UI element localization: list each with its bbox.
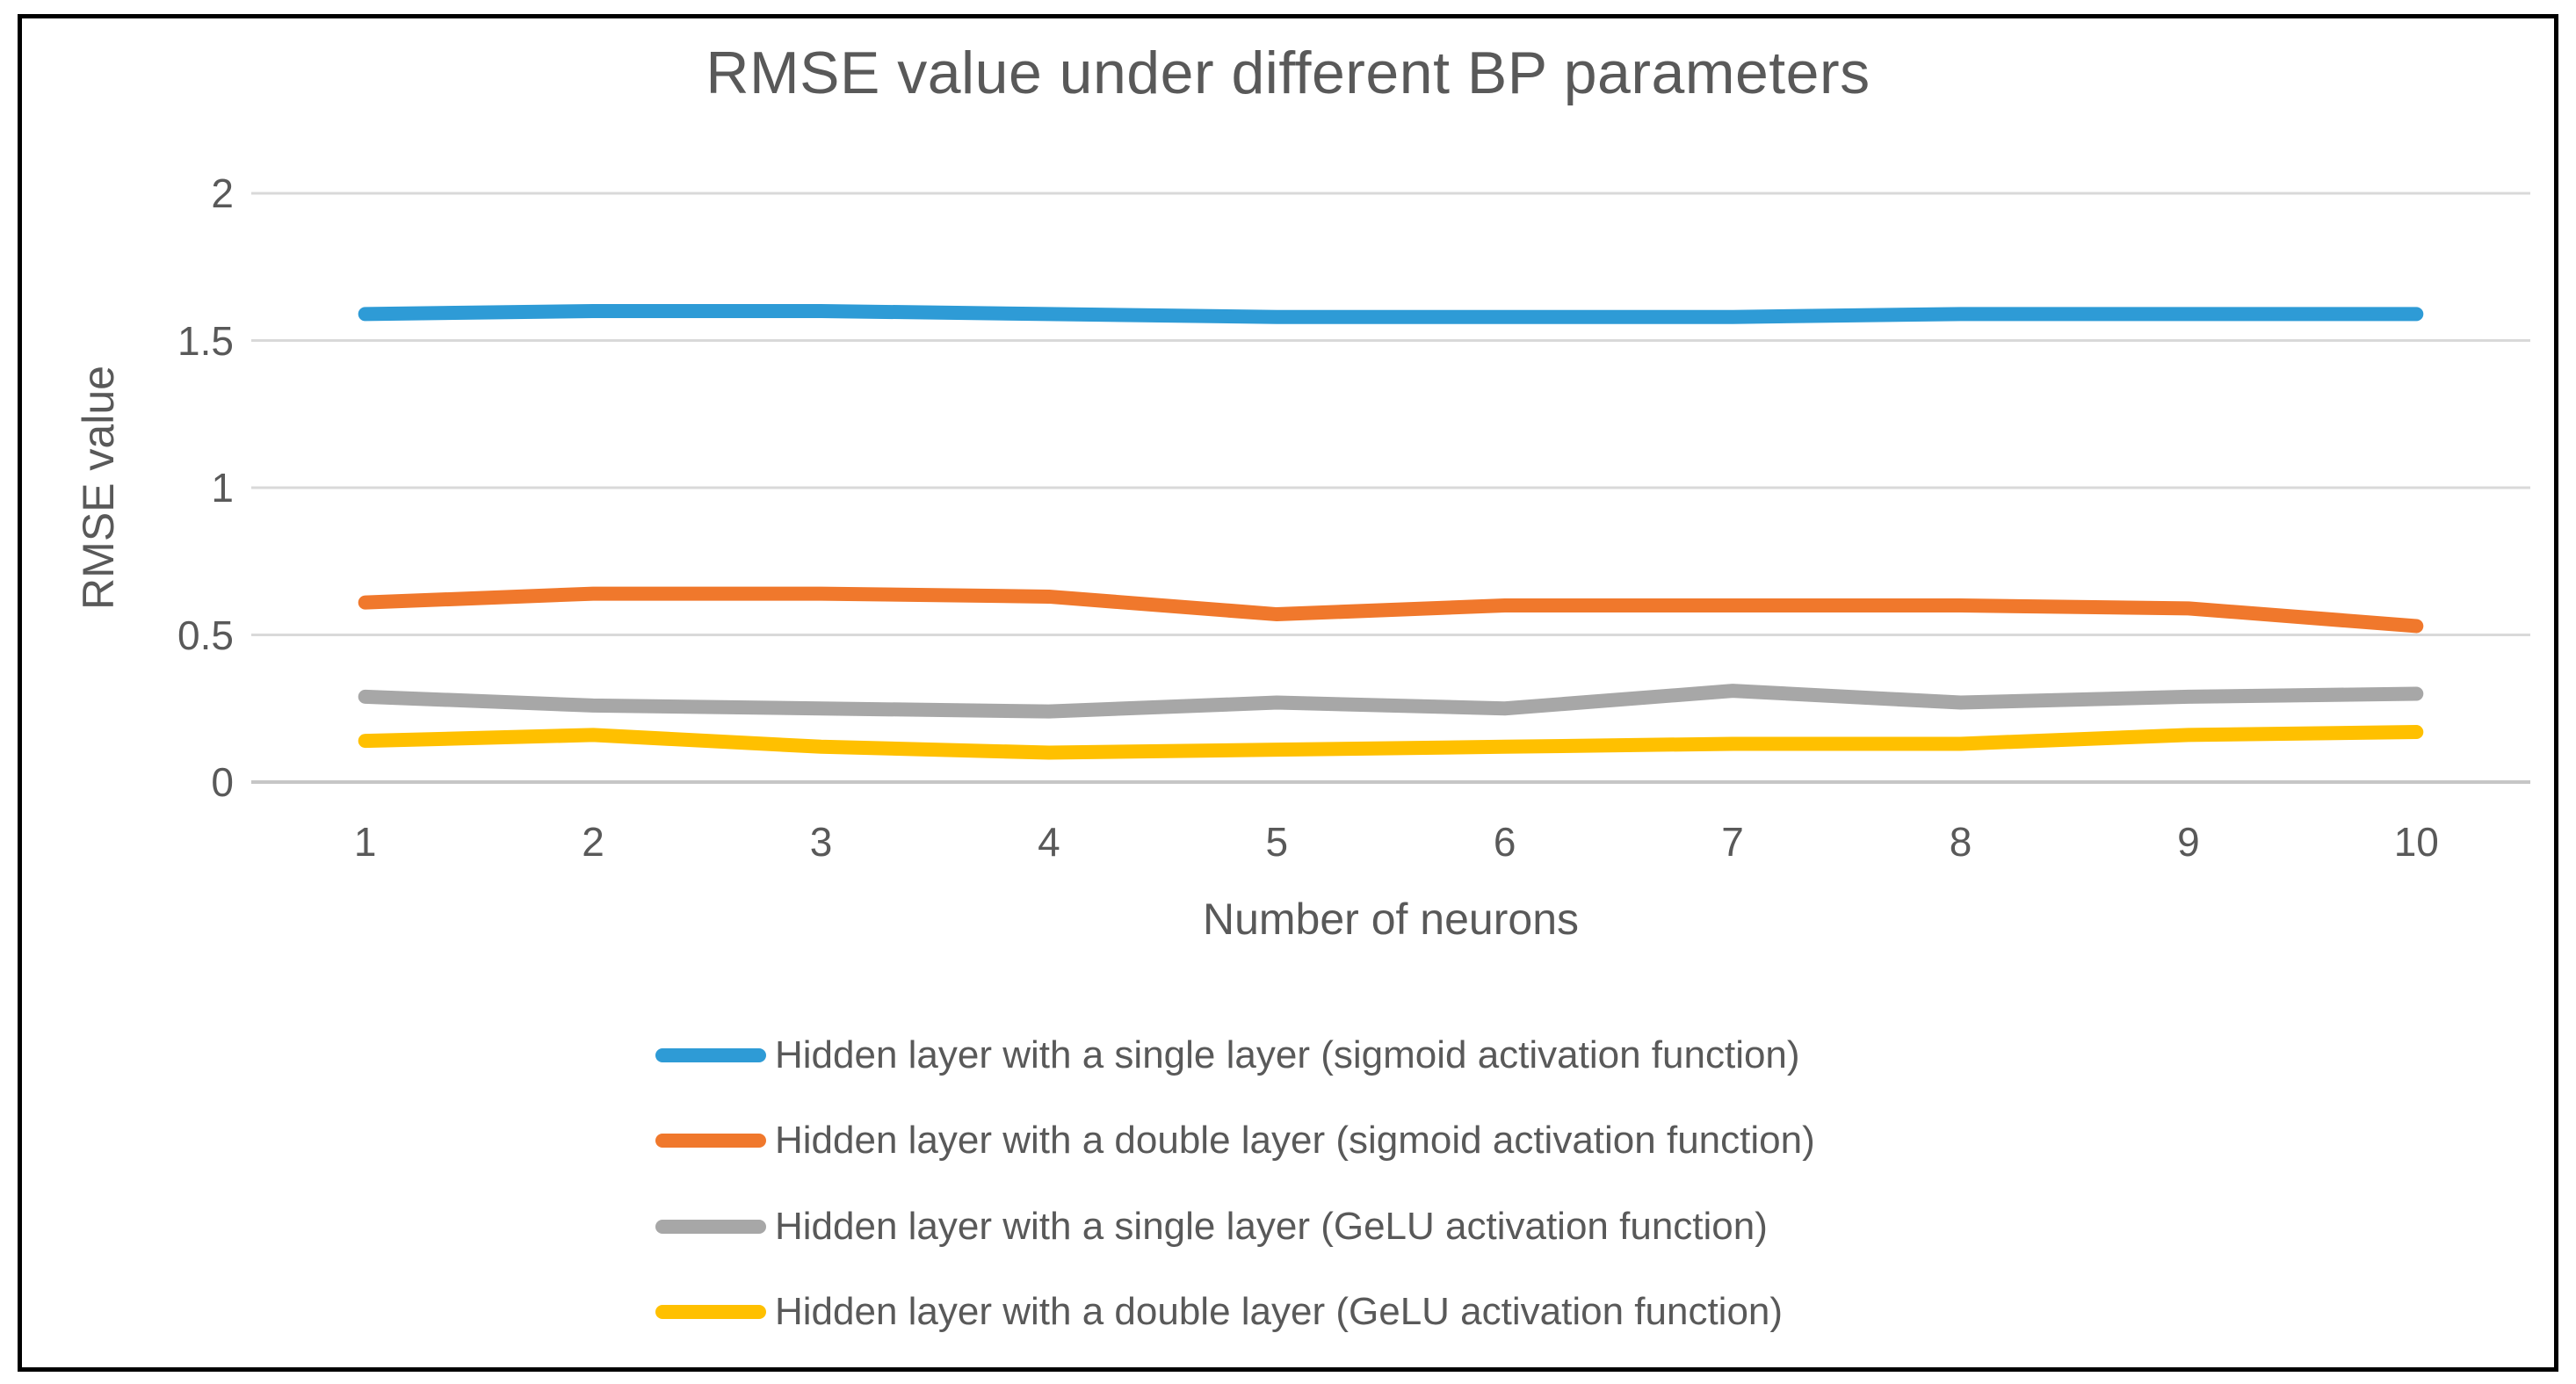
y-tick-label: 1 [211,465,234,511]
y-tick-label: 0.5 [177,612,234,658]
series-line-1 [358,586,2424,634]
legend-item: Hidden layer with a double layer (sigmoi… [655,1119,1815,1163]
legend-item: Hidden layer with a single layer (sigmoi… [655,1033,1800,1077]
legend-swatch [655,1305,766,1319]
x-tick-label: 8 [1949,819,1972,865]
y-tick-label: 0 [211,759,234,805]
y-tick-label: 2 [211,170,234,216]
x-tick-label: 6 [1493,819,1516,865]
chart-title: RMSE value under different BP parameters [706,40,1870,106]
y-tick-label: 1.5 [177,317,234,364]
series-line-3 [358,725,2424,760]
legend-label: Hidden layer with a single layer (GeLU a… [775,1205,1768,1248]
legend-label: Hidden layer with a single layer (sigmoi… [775,1033,1800,1076]
x-tick-label: 1 [353,819,377,865]
legend-swatch [655,1134,766,1148]
series-line-2 [358,684,2424,719]
legend-item: Hidden layer with a double layer (GeLU a… [655,1290,1783,1334]
x-tick-label: 10 [2393,819,2439,865]
x-tick-label: 4 [1038,819,1060,865]
x-tick-label: 5 [1265,819,1289,865]
series-line-0 [358,304,2424,324]
legend-swatch [655,1048,766,1062]
x-tick-label: 3 [809,819,833,865]
legend-label: Hidden layer with a double layer (GeLU a… [775,1290,1784,1333]
legend-swatch [655,1220,766,1234]
legend-item: Hidden layer with a single layer (GeLU a… [655,1205,1768,1249]
x-tick-label: 9 [2177,819,2200,865]
x-tick-label: 7 [1721,819,1744,865]
y-axis-title: RMSE value [74,366,123,610]
legend-label: Hidden layer with a double layer (sigmoi… [775,1119,1815,1162]
x-axis-title: Number of neurons [1202,895,1580,944]
x-tick-label: 2 [582,819,604,865]
